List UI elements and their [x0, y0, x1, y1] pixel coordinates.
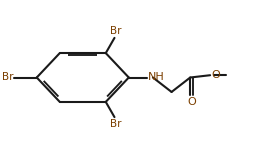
Text: Br: Br [110, 26, 122, 36]
Text: NH: NH [148, 72, 165, 82]
Text: Br: Br [2, 73, 13, 82]
Text: O: O [188, 97, 196, 107]
Text: Br: Br [110, 119, 122, 129]
Text: O: O [211, 70, 220, 80]
